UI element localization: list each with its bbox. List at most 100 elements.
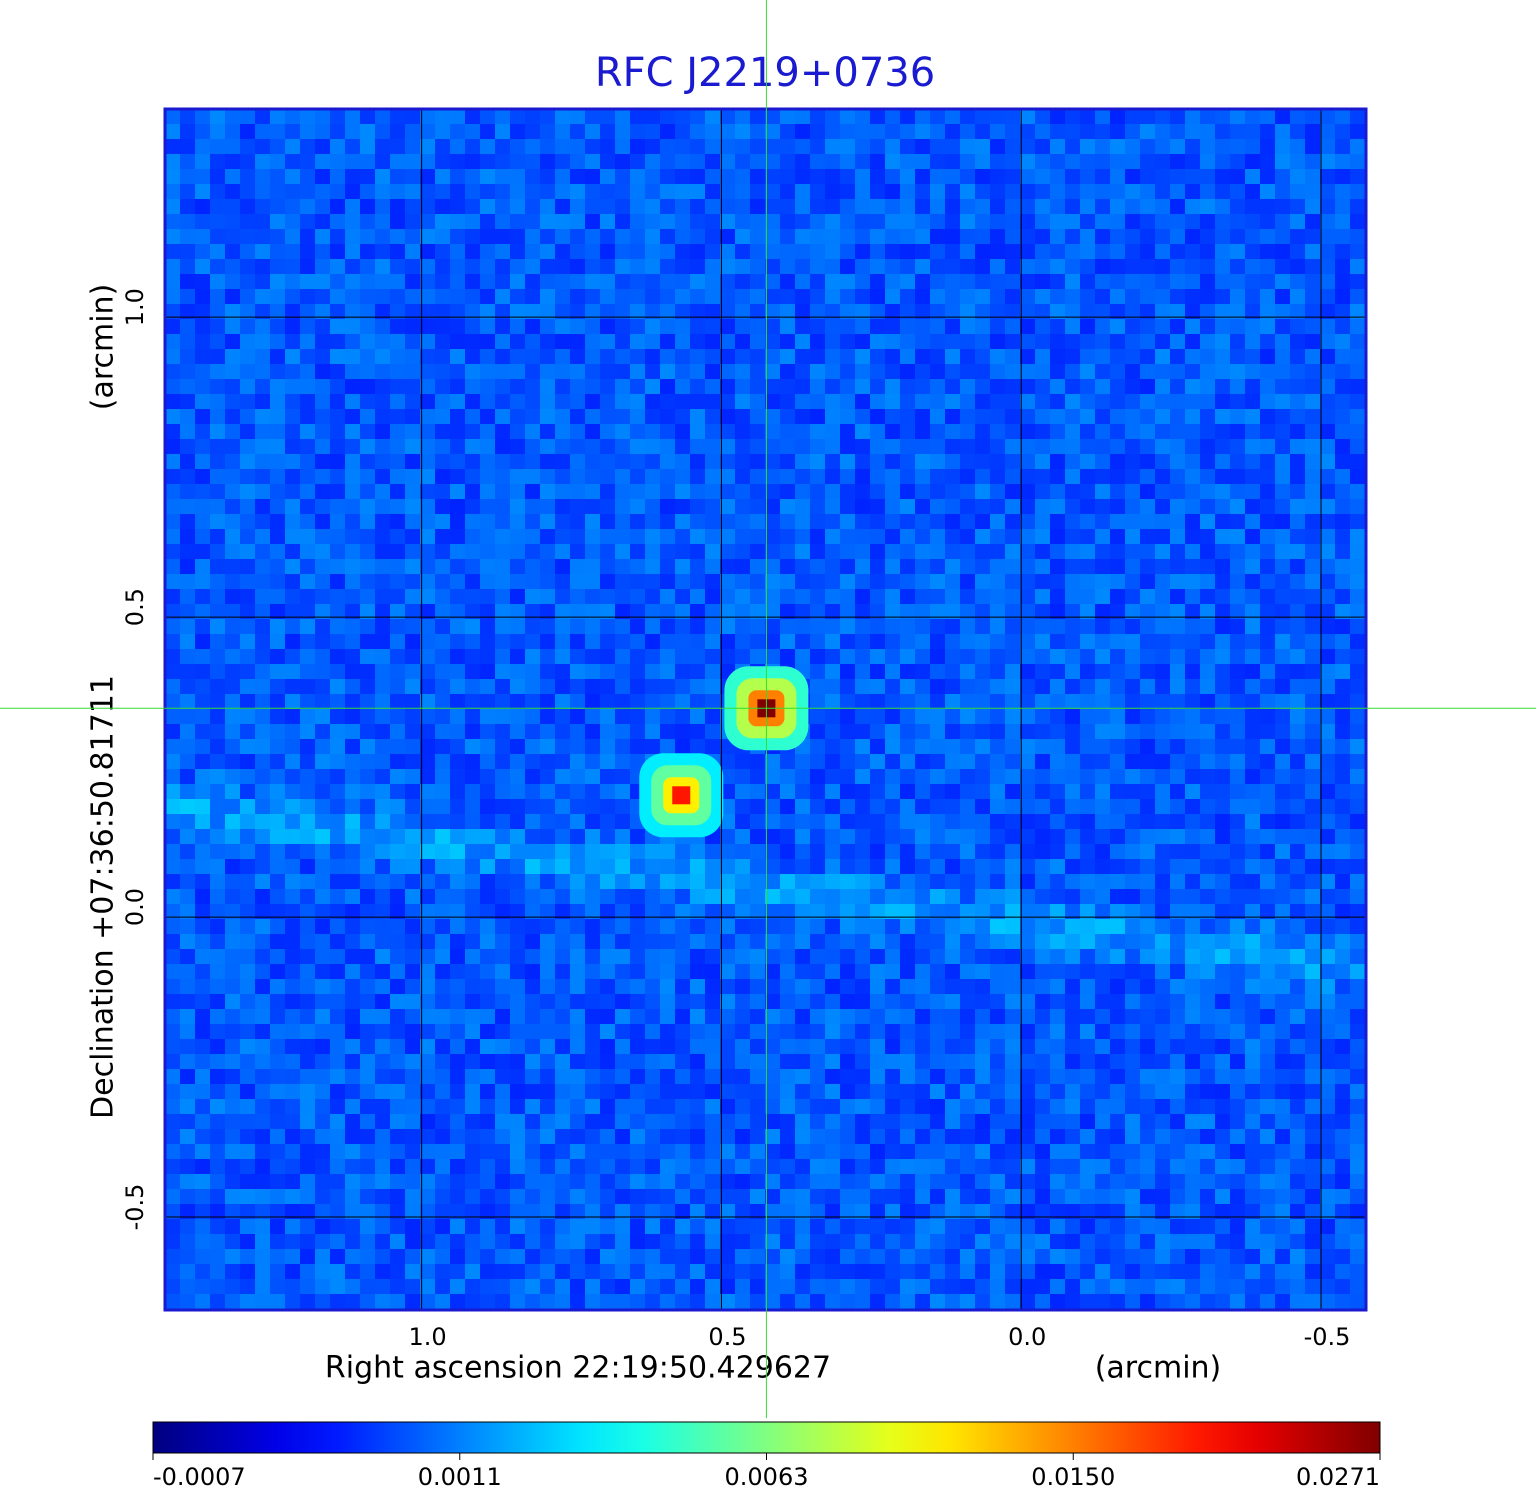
noise-pixel <box>630 469 646 485</box>
noise-pixel <box>825 994 841 1010</box>
noise-pixel <box>465 904 481 920</box>
noise-pixel <box>1215 364 1231 380</box>
noise-pixel <box>900 184 916 200</box>
noise-pixel <box>465 274 481 290</box>
noise-pixel <box>1155 1009 1171 1025</box>
noise-pixel <box>795 319 811 335</box>
noise-pixel <box>1110 184 1126 200</box>
noise-pixel <box>870 484 886 500</box>
noise-pixel <box>240 499 256 515</box>
noise-pixel <box>855 274 871 290</box>
noise-pixel <box>165 274 181 290</box>
noise-pixel <box>1005 439 1021 455</box>
noise-pixel <box>345 544 361 560</box>
noise-pixel <box>645 514 661 530</box>
noise-pixel <box>1035 664 1051 680</box>
noise-pixel <box>360 124 376 140</box>
noise-pixel <box>1260 469 1276 485</box>
noise-pixel <box>1185 889 1201 905</box>
noise-pixel <box>825 574 841 590</box>
noise-pixel <box>345 949 361 965</box>
noise-pixel <box>360 724 376 740</box>
noise-pixel <box>1080 739 1096 755</box>
noise-pixel <box>210 199 226 215</box>
noise-pixel <box>585 124 601 140</box>
noise-pixel <box>525 184 541 200</box>
noise-pixel <box>315 1009 331 1025</box>
noise-pixel <box>360 499 376 515</box>
noise-pixel <box>300 529 316 545</box>
noise-pixel <box>735 334 751 350</box>
noise-pixel <box>690 409 706 425</box>
noise-pixel <box>1080 1009 1096 1025</box>
noise-pixel <box>810 394 826 410</box>
noise-pixel <box>660 679 676 695</box>
noise-pixel <box>450 229 466 245</box>
noise-pixel <box>915 754 931 770</box>
noise-pixel <box>525 919 541 935</box>
noise-pixel <box>1350 769 1366 785</box>
noise-pixel <box>720 274 736 290</box>
noise-pixel <box>540 634 556 650</box>
noise-pixel <box>765 439 781 455</box>
noise-pixel <box>1110 979 1126 995</box>
noise-pixel <box>915 694 931 710</box>
noise-pixel <box>1125 199 1141 215</box>
noise-pixel <box>285 829 301 845</box>
noise-pixel <box>1245 784 1261 800</box>
noise-pixel <box>555 364 571 380</box>
noise-pixel <box>1200 739 1216 755</box>
noise-pixel <box>750 634 766 650</box>
noise-pixel <box>360 559 376 575</box>
noise-pixel <box>405 574 421 590</box>
noise-pixel <box>1245 964 1261 980</box>
noise-pixel <box>1260 259 1276 275</box>
noise-pixel <box>660 529 676 545</box>
noise-pixel <box>1050 949 1066 965</box>
noise-pixel <box>1035 214 1051 230</box>
noise-pixel <box>1215 169 1231 185</box>
noise-pixel <box>465 184 481 200</box>
noise-pixel <box>1005 694 1021 710</box>
noise-pixel <box>420 274 436 290</box>
noise-pixel <box>585 934 601 950</box>
noise-pixel <box>1005 769 1021 785</box>
noise-pixel <box>570 169 586 185</box>
noise-pixel <box>405 229 421 245</box>
noise-pixel <box>870 859 886 875</box>
noise-pixel <box>1050 364 1066 380</box>
noise-pixel <box>1155 874 1171 890</box>
noise-pixel <box>1125 1009 1141 1025</box>
noise-pixel <box>285 1009 301 1025</box>
noise-pixel <box>1245 349 1261 365</box>
noise-pixel <box>1065 289 1081 305</box>
noise-pixel <box>630 124 646 140</box>
noise-pixel <box>315 289 331 305</box>
noise-pixel <box>255 469 271 485</box>
noise-pixel <box>1350 364 1366 380</box>
noise-pixel <box>645 919 661 935</box>
noise-pixel <box>1290 724 1306 740</box>
noise-pixel <box>1185 439 1201 455</box>
noise-pixel <box>345 394 361 410</box>
noise-pixel <box>360 649 376 665</box>
noise-pixel <box>1320 319 1336 335</box>
noise-pixel <box>165 694 181 710</box>
noise-pixel <box>465 529 481 545</box>
noise-pixel <box>1275 559 1291 575</box>
noise-pixel <box>1050 424 1066 440</box>
noise-pixel <box>1065 424 1081 440</box>
noise-pixel <box>810 709 826 725</box>
noise-pixel <box>1305 874 1321 890</box>
noise-pixel <box>525 544 541 560</box>
noise-pixel <box>420 544 436 560</box>
noise-pixel <box>945 664 961 680</box>
noise-pixel <box>645 364 661 380</box>
noise-pixel <box>1260 904 1276 920</box>
noise-pixel <box>1350 154 1366 170</box>
noise-pixel <box>870 679 886 695</box>
noise-pixel <box>690 619 706 635</box>
noise-pixel <box>195 229 211 245</box>
noise-pixel <box>450 1009 466 1025</box>
noise-pixel <box>450 769 466 785</box>
